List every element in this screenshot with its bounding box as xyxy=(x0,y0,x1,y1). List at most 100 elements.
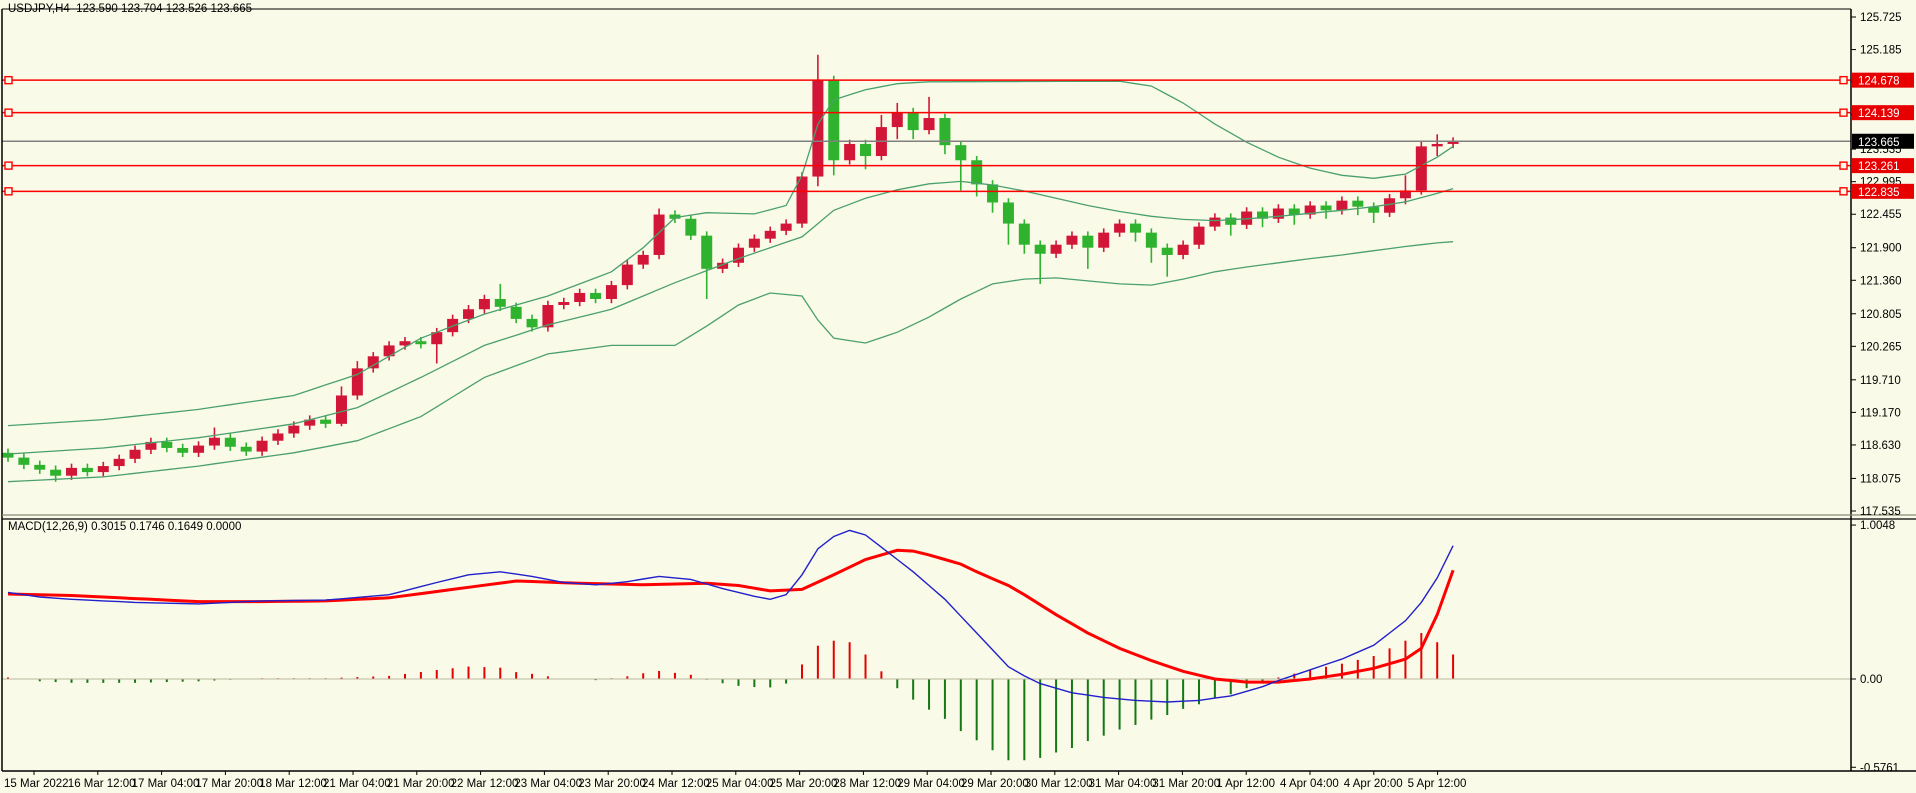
candle-body xyxy=(1352,200,1364,207)
price-tick-label: 119.170 xyxy=(1860,407,1901,419)
candle-body xyxy=(161,441,173,448)
candle-body xyxy=(145,441,157,450)
candle-body xyxy=(939,118,951,146)
candle-body xyxy=(717,262,729,269)
candle-body xyxy=(653,214,665,255)
candle-body xyxy=(828,80,840,161)
bollinger-lower-band xyxy=(7,241,1454,483)
time-axis-label: 25 Mar 20:00 xyxy=(770,778,838,790)
candle-body xyxy=(129,449,141,459)
candle-body xyxy=(971,160,983,185)
candle-body xyxy=(351,368,363,396)
candle-body xyxy=(669,214,681,219)
price-level-badge xyxy=(1852,158,1914,174)
price-tick-label: 117.535 xyxy=(1860,506,1901,518)
candle-body xyxy=(526,318,538,328)
current-price-badge xyxy=(1852,133,1914,149)
candle-body xyxy=(621,264,633,286)
candle-body xyxy=(1034,244,1046,254)
macd-tick-label: -0.5761 xyxy=(1860,762,1899,774)
time-axis-label: 31 Mar 20:00 xyxy=(1152,778,1220,790)
candle-body xyxy=(923,118,935,131)
price-tick-label: 120.265 xyxy=(1860,341,1902,353)
candle-body xyxy=(1129,223,1141,233)
candle-body xyxy=(2,452,14,458)
candle-body xyxy=(510,306,522,319)
candle-body xyxy=(1082,235,1094,248)
candle-body xyxy=(224,437,236,447)
candle-body xyxy=(637,254,649,265)
candle-body xyxy=(494,298,506,307)
current-price-badge-text: 123.665 xyxy=(1858,137,1900,149)
time-axis-label: 24 Mar 12:00 xyxy=(642,778,710,790)
candle-body xyxy=(1272,208,1284,219)
time-axis-label: 18 Mar 12:00 xyxy=(259,778,327,790)
line-handle[interactable] xyxy=(1839,187,1848,196)
candle-body xyxy=(955,145,967,161)
price-tick-label: 118.075 xyxy=(1860,473,1901,485)
candle-body xyxy=(1177,244,1189,255)
candle-body xyxy=(1447,141,1459,144)
bollinger-middle-band xyxy=(7,180,1454,455)
time-axis-label: 30 Mar 12:00 xyxy=(1025,778,1093,790)
time-axis-label: 31 Mar 04:00 xyxy=(1089,778,1157,790)
price-level-badge-text: 124.678 xyxy=(1858,76,1900,88)
time-axis-label: 25 Mar 04:00 xyxy=(706,778,774,790)
candle-body xyxy=(478,298,490,310)
candle-body xyxy=(1415,146,1427,191)
time-axis-label: 23 Mar 20:00 xyxy=(578,778,646,790)
price-level-badge-text: 123.261 xyxy=(1858,161,1900,173)
time-axis-label: 17 Mar 20:00 xyxy=(195,778,263,790)
macd-tick-label: 0.00 xyxy=(1860,674,1882,686)
candle-body xyxy=(272,433,284,441)
candle-body xyxy=(1066,235,1078,245)
candle-body xyxy=(701,235,713,269)
line-handle[interactable] xyxy=(4,108,13,117)
candle-body xyxy=(1384,198,1396,213)
candle-body xyxy=(1399,190,1411,199)
candle-body xyxy=(304,419,316,426)
candle-body xyxy=(34,464,46,470)
candle-body xyxy=(574,292,586,302)
candle-body xyxy=(891,111,903,128)
candle-body xyxy=(1209,217,1221,227)
candle-body xyxy=(764,230,776,239)
chart-frame xyxy=(1,8,1916,772)
macd-main-line xyxy=(7,529,1454,703)
candle-body xyxy=(1368,206,1380,213)
candle-body xyxy=(605,285,617,299)
candle-body xyxy=(1193,226,1205,245)
time-axis-label: 21 Mar 04:00 xyxy=(323,778,391,790)
candle-body xyxy=(1304,205,1316,215)
line-handle[interactable] xyxy=(4,187,13,196)
candle-body xyxy=(177,447,189,453)
macd-panel xyxy=(2,529,1851,761)
time-axis-label: 22 Mar 12:00 xyxy=(451,778,519,790)
price-tick-label: 121.360 xyxy=(1860,275,1902,287)
candle-body xyxy=(558,301,570,306)
line-handle[interactable] xyxy=(1839,161,1848,170)
price-level-badge xyxy=(1852,183,1914,199)
candle-body xyxy=(320,419,332,424)
line-handle[interactable] xyxy=(1839,108,1848,117)
candle-body xyxy=(97,466,109,473)
candle-body xyxy=(1018,223,1030,245)
time-axis-label: 4 Apr 04:00 xyxy=(1280,778,1339,790)
candle-body xyxy=(1002,202,1014,224)
bollinger-bands xyxy=(7,80,1454,483)
candle-body xyxy=(50,469,62,476)
time-axis-label: 15 Mar 2022 xyxy=(4,778,69,790)
line-handle[interactable] xyxy=(4,161,13,170)
line-handle[interactable] xyxy=(4,75,13,85)
price-tick-label: 122.455 xyxy=(1860,209,1902,221)
candle-body xyxy=(1050,244,1062,254)
price-level-lines xyxy=(2,75,1851,196)
line-handle[interactable] xyxy=(1839,75,1848,85)
bollinger-upper-band xyxy=(7,80,1454,427)
candle-body xyxy=(1145,232,1157,248)
candle-body xyxy=(844,143,856,161)
time-axis-label: 23 Mar 04:00 xyxy=(514,778,582,790)
time-axis-label: 17 Mar 04:00 xyxy=(132,778,200,790)
